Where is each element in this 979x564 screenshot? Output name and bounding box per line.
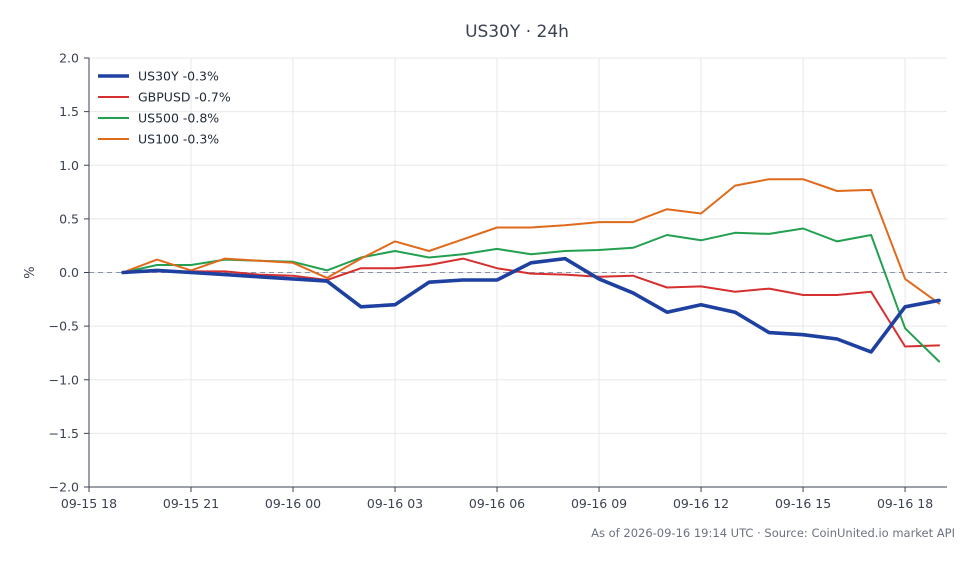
- x-tick-label: 09-16 18: [877, 496, 933, 511]
- legend-label: US100 -0.3%: [138, 132, 219, 147]
- x-tick-label: 09-16 03: [367, 496, 423, 511]
- y-tick-label: 1.0: [59, 158, 79, 173]
- y-tick-label: 0.5: [59, 211, 79, 226]
- y-tick-label: −2.0: [49, 480, 79, 495]
- y-tick-label: 2.0: [59, 51, 79, 66]
- legend-label: US500 -0.8%: [138, 111, 219, 126]
- y-tick-label: −1.5: [49, 426, 79, 441]
- legend-label: GBPUSD -0.7%: [138, 90, 231, 105]
- series-lines: [121, 178, 941, 363]
- legend: US30Y -0.3% GBPUSD -0.7% US500 -0.8% US100 …: [98, 69, 231, 147]
- axes: [84, 57, 947, 492]
- y-tick-label: 0.0: [59, 265, 79, 280]
- y-tick-label: −0.5: [49, 319, 79, 334]
- x-tick-label: 09-16 06: [469, 496, 525, 511]
- y-tick-label: −1.0: [49, 372, 79, 387]
- y-tick-labels: −2.0 −1.5 −1.0 −0.5 0.0 0.5 1.0 1.5 2.0: [49, 51, 79, 495]
- series-line-3: [122, 178, 941, 305]
- x-tick-label: 09-16 15: [775, 496, 831, 511]
- footer-source-note: As of 2026-09-16 19:14 UTC · Source: Coi…: [591, 526, 955, 540]
- x-tick-label: 09-15 18: [61, 496, 117, 511]
- x-tick-labels: 09-15 18 09-15 21 09-16 00 09-16 03 09-16 06…: [61, 496, 933, 511]
- x-tick-label: 09-15 21: [163, 496, 219, 511]
- legend-label: US30Y -0.3%: [138, 69, 219, 84]
- x-tick-label: 09-16 00: [265, 496, 321, 511]
- y-tick-label: 1.5: [59, 104, 79, 119]
- y-axis-label: %: [23, 266, 38, 278]
- chart-title: US30Y · 24h: [465, 22, 569, 42]
- x-tick-label: 09-16 12: [673, 496, 729, 511]
- x-tick-label: 09-16 09: [571, 496, 627, 511]
- series-line-0: [121, 256, 941, 354]
- series-line-1: [122, 257, 941, 348]
